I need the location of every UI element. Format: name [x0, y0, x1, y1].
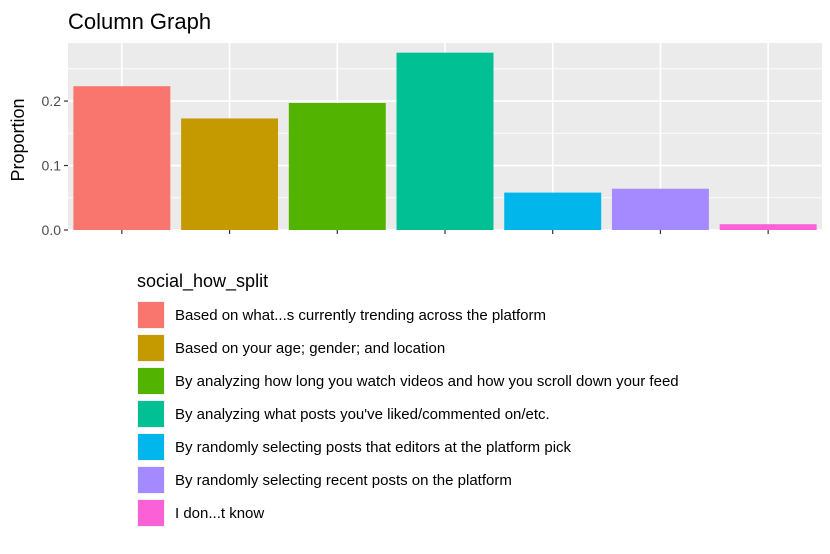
chart-title: Column Graph [68, 9, 211, 34]
bar [181, 118, 279, 230]
bar [611, 188, 709, 230]
bar [719, 224, 817, 230]
y-tick-label: 0.0 [42, 222, 62, 238]
legend-label: By randomly selecting posts that editors… [175, 439, 572, 456]
bar [73, 86, 171, 230]
legend-swatch [138, 500, 164, 526]
legend-swatch [138, 302, 164, 328]
legend-label: By analyzing what posts you've liked/com… [175, 406, 550, 423]
legend-label: Based on what...s currently trending acr… [175, 307, 546, 324]
legend-swatch [138, 368, 164, 394]
bar [396, 52, 494, 231]
legend-title: social_how_split [137, 271, 268, 292]
y-tick-label: 0.1 [42, 158, 62, 174]
y-tick-label: 0.2 [42, 93, 62, 109]
legend-swatch [138, 467, 164, 493]
legend-label: By analyzing how long you watch videos a… [175, 373, 679, 390]
legend: Based on what...s currently trending acr… [137, 301, 679, 527]
bar [288, 102, 386, 230]
legend-label: I don...t know [175, 505, 264, 522]
bars [73, 52, 817, 231]
legend-swatch [138, 434, 164, 460]
legend-swatch [138, 401, 164, 427]
legend-label: By randomly selecting recent posts on th… [175, 472, 512, 489]
bar [504, 192, 602, 230]
legend-swatch [138, 335, 164, 361]
axes: 0.0 0.1 0.2 [42, 93, 769, 238]
legend-label: Based on your age; gender; and location [175, 340, 445, 357]
y-axis-label: Proportion [8, 98, 28, 181]
